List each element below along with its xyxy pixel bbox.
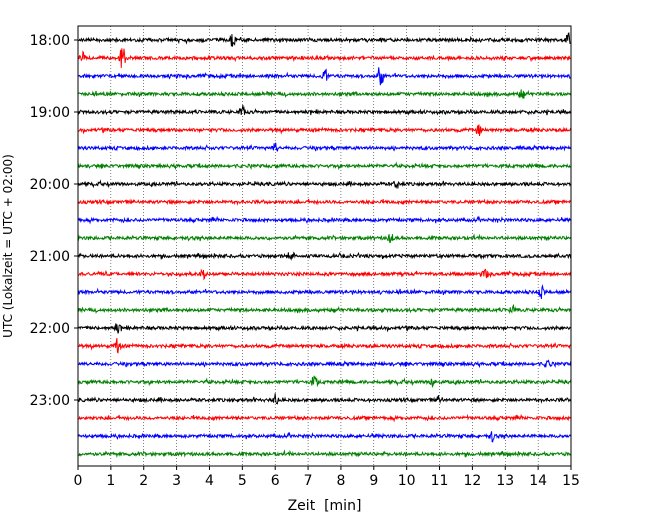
trace-row-2030 [77, 215, 572, 225]
plot-frame [77, 25, 572, 467]
trace-row-2230 [77, 359, 572, 369]
x-tick-label: 15 [562, 473, 580, 489]
trace-row-1900 [77, 104, 572, 116]
plot-background [78, 26, 571, 466]
y-tick-label: 19:00 [30, 105, 70, 121]
trace-row-1800 [77, 31, 572, 47]
trace-row-2200 [77, 323, 572, 334]
trace-row-1945 [77, 161, 572, 171]
trace-row-2015 [77, 198, 572, 206]
y-tick-label: 22:00 [30, 321, 70, 337]
trace-rows [77, 31, 572, 459]
x-tick-label: 0 [74, 473, 83, 489]
y-tick-label: 23:00 [30, 393, 70, 409]
y-tick-label: 21:00 [30, 249, 70, 265]
trace-row-2330 [77, 431, 572, 443]
trace-row-2300 [77, 393, 572, 405]
y-tick-label: 20:00 [30, 177, 70, 193]
y-axis-label: UTC (Lokalzeit = UTC + 02:00) [1, 154, 15, 338]
trace-row-2000 [77, 179, 572, 190]
x-tick-label: 1 [106, 473, 115, 489]
trace-row-1845 [77, 89, 572, 99]
trace-row-2245 [77, 375, 572, 389]
trace-row-2115 [78, 268, 572, 281]
y-tick-label: 18:00 [30, 33, 70, 49]
trace-row-2315 [77, 413, 572, 423]
x-tick-label: 10 [398, 473, 416, 489]
axes: 0 1 2 3 4 5 6 7 8 9 10 11 12 13 14 1518:0019:0020:0021:… [30, 33, 580, 489]
x-tick-label: 9 [369, 473, 378, 489]
trace-row-1815 [77, 48, 572, 68]
x-tick-label: 4 [205, 473, 214, 489]
x-axis-label: Zeit [min] [288, 498, 362, 514]
x-tick-label: 11 [431, 473, 449, 489]
x-tick-label: 13 [496, 473, 514, 489]
trace-row-1830 [77, 67, 572, 86]
x-tick-label: 8 [336, 473, 345, 489]
trace-row-1930 [77, 142, 572, 152]
x-tick-label: 2 [139, 473, 148, 489]
trace-row-2130 [77, 284, 572, 300]
x-tick-label: 3 [172, 473, 181, 489]
x-tick-label: 6 [271, 473, 280, 489]
x-tick-label: 14 [529, 473, 547, 489]
trace-row-2045 [77, 233, 572, 244]
x-tick-label: 7 [304, 473, 313, 489]
trace-row-2100 [77, 251, 572, 261]
trace-row-2345 [77, 449, 572, 459]
trace-row-2145 [77, 303, 572, 315]
x-tick-label: 12 [463, 473, 481, 489]
x-tick-label: 5 [238, 473, 247, 489]
trace-row-2215 [77, 337, 572, 354]
trace-row-1915 [77, 124, 572, 137]
